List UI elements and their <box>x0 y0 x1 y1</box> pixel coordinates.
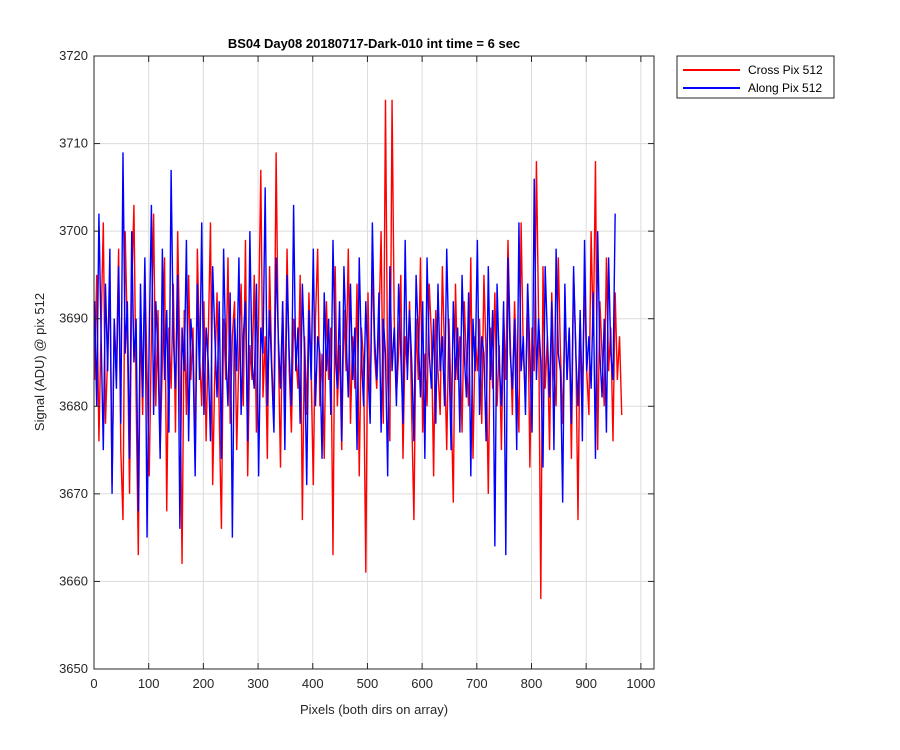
x-tick-label: 900 <box>575 676 597 691</box>
x-tick-label: 300 <box>247 676 269 691</box>
y-axis-label: Signal (ADU) @ pix 512 <box>32 293 47 431</box>
x-tick-label: 400 <box>302 676 324 691</box>
chart-title: BS04 Day08 20180717-Dark-010 int time = … <box>228 36 520 51</box>
series-layer <box>93 99 623 599</box>
x-tick-label: 800 <box>521 676 543 691</box>
x-tick-label: 700 <box>466 676 488 691</box>
legend-label-along-pix: Along Pix 512 <box>748 81 822 95</box>
series-line-along-pix-512 <box>93 152 616 556</box>
y-tick-label: 3670 <box>59 486 88 501</box>
y-tick-label: 3710 <box>59 136 88 151</box>
plot-border <box>93 55 655 670</box>
x-tick-label: 1000 <box>626 676 655 691</box>
x-tick-label: 500 <box>357 676 379 691</box>
x-tick-label: 600 <box>411 676 433 691</box>
ticks: 0 100 200 300 400 500 600 700 800 900 1000 3650 3660… <box>59 48 655 691</box>
x-tick-label: 200 <box>193 676 215 691</box>
x-axis-label: Pixels (both dirs on array) <box>300 702 448 717</box>
x-tick-label: 100 <box>138 676 160 691</box>
y-tick-label: 3690 <box>59 311 88 326</box>
y-tick-label: 3720 <box>59 48 88 63</box>
x-tick-label: 0 <box>90 676 97 691</box>
legend-label-cross-pix: Cross Pix 512 <box>748 63 823 77</box>
legend-box <box>676 55 835 99</box>
y-tick-label: 3700 <box>59 223 88 238</box>
y-tick-label: 3680 <box>59 398 88 413</box>
legend: Cross Pix 512 Along Pix 512 <box>676 55 835 99</box>
y-tick-label: 3660 <box>59 573 88 588</box>
y-tick-label: 3650 <box>59 661 88 676</box>
